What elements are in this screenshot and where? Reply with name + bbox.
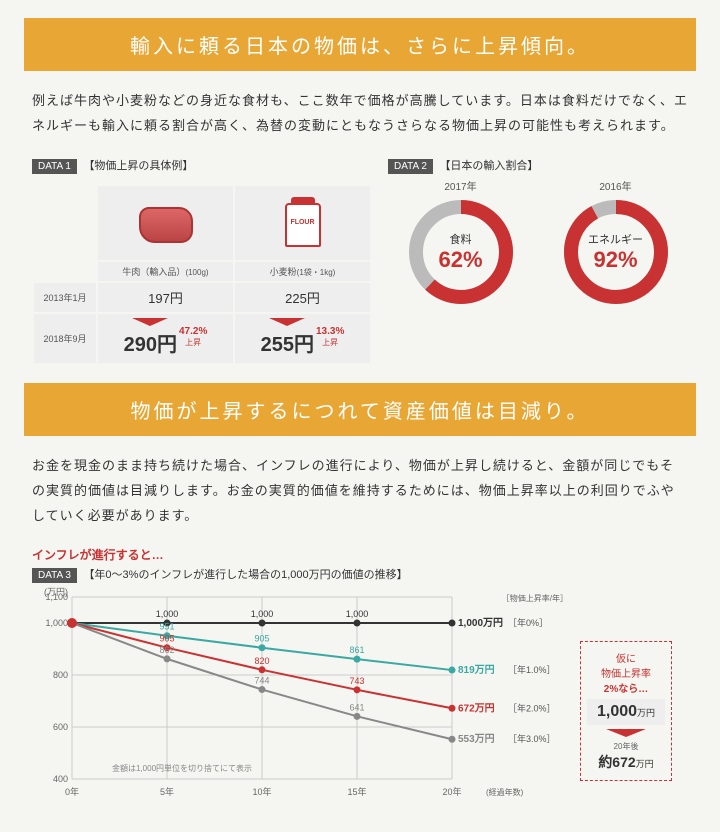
- donut-row: 2017年 食料 62% 2016年 エネルギー 92%: [388, 178, 688, 307]
- beef-icon: [139, 207, 193, 243]
- data3-block: DATA 3 【年0〜3%のインフレが進行した場合の1,000万円の価値の推移】…: [32, 565, 688, 803]
- donut-name: 食料: [450, 231, 472, 247]
- donut-year: 2017年: [406, 178, 516, 193]
- svg-text:(経過年数): (経過年数): [486, 787, 524, 797]
- item1-name: 小麦粉(1袋・1kg): [235, 262, 370, 281]
- svg-text:553万円: 553万円: [458, 734, 495, 746]
- data3-title: 【年0〜3%のインフレが進行した場合の1,000万円の価値の推移】: [83, 569, 407, 581]
- beef-image-cell: [98, 186, 233, 260]
- side-main: 1,000万円: [587, 699, 665, 725]
- donut: 2017年 食料 62%: [406, 178, 516, 307]
- donut-pct: 62%: [438, 247, 482, 273]
- svg-text:600: 600: [53, 722, 68, 732]
- donut-year: 2016年: [561, 178, 671, 193]
- arrow-down-icon: [606, 729, 646, 737]
- banner-1: 輸入に頼る日本の物価は、さらに上昇傾向。: [24, 18, 696, 71]
- svg-text:819万円: 819万円: [458, 664, 495, 676]
- svg-text:1,000: 1,000: [45, 618, 68, 628]
- line-chart: 4006008001,0001,1000年5年10年15年20年(万円)(経過年…: [32, 583, 572, 803]
- svg-text:［年1.0%］: ［年1.0%］: [508, 664, 556, 675]
- data3-label: DATA 3: [32, 568, 77, 583]
- side-sub2: 約672万円: [587, 752, 665, 772]
- svg-text:5年: 5年: [160, 786, 174, 797]
- svg-text:1,000: 1,000: [346, 609, 369, 619]
- svg-text:1,000万円: 1,000万円: [458, 617, 503, 629]
- flour-image-cell: FLOUR: [235, 186, 370, 260]
- donut-name: エネルギー: [588, 231, 643, 247]
- svg-text:400: 400: [53, 774, 68, 784]
- svg-text:15年: 15年: [347, 786, 366, 797]
- body-text-2: お金を現金のまま持ち続けた場合、インフレの進行により、物価が上昇し続けると、金額…: [32, 454, 688, 528]
- svg-text:800: 800: [53, 670, 68, 680]
- date-old: 2013年1月: [34, 283, 96, 312]
- arrow-down-icon: [269, 318, 305, 326]
- date-new: 2018年9月: [34, 314, 96, 363]
- svg-text:20年: 20年: [442, 786, 461, 797]
- svg-text:905: 905: [254, 634, 269, 644]
- svg-text:［年3.0%］: ［年3.0%］: [508, 734, 556, 745]
- side-sub1: 20年後: [587, 741, 665, 752]
- svg-text:641: 641: [349, 703, 364, 713]
- data2-block: DATA 2 【日本の輸入割合】 2017年 食料 62% 2016年 エネルギ…: [388, 156, 688, 365]
- svg-text:743: 743: [349, 676, 364, 686]
- svg-text:1,000: 1,000: [251, 609, 274, 619]
- item1-new: 255円 13.3%上昇: [235, 314, 370, 363]
- body-text-1: 例えば牛肉や小麦粉などの身近な食材も、ここ数年で価格が高騰しています。日本は食料…: [32, 89, 688, 138]
- donut-pct: 92%: [593, 247, 637, 273]
- svg-text:金額は1,000円単位を切り捨てにて表示: 金額は1,000円単位を切り捨てにて表示: [112, 763, 252, 773]
- data2-title: 【日本の輸入割合】: [439, 160, 538, 172]
- data1-block: DATA 1 【物価上昇の具体例】 FLOUR 牛肉（輸入品）(100g) 小麦…: [32, 156, 372, 365]
- svg-text:905: 905: [159, 634, 174, 644]
- banner-2: 物価が上昇するにつれて資産価値は目減り。: [24, 383, 696, 436]
- svg-text:672万円: 672万円: [458, 703, 495, 715]
- item0-name: 牛肉（輸入品）(100g): [98, 262, 233, 281]
- donut: 2016年 エネルギー 92%: [561, 178, 671, 307]
- red-heading: インフレが進行すると…: [32, 546, 688, 563]
- svg-text:744: 744: [254, 676, 269, 686]
- data1-title: 【物価上昇の具体例】: [83, 160, 193, 172]
- side-line3: 2%なら…: [604, 684, 648, 695]
- svg-text:0年: 0年: [65, 786, 79, 797]
- arrow-down-icon: [132, 318, 168, 326]
- item1-old: 225円: [235, 283, 370, 312]
- data1-table: FLOUR 牛肉（輸入品）(100g) 小麦粉(1袋・1kg) 2013年1月 …: [32, 184, 372, 365]
- side-line2: 物価上昇率: [587, 665, 665, 680]
- data-row-1: DATA 1 【物価上昇の具体例】 FLOUR 牛肉（輸入品）(100g) 小麦…: [32, 156, 688, 365]
- svg-text:861: 861: [349, 646, 364, 656]
- item0-new: 290円 47.2%上昇: [98, 314, 233, 363]
- svg-text:862: 862: [159, 645, 174, 655]
- svg-text:［年2.0%］: ［年2.0%］: [508, 703, 556, 714]
- svg-text:10年: 10年: [252, 786, 271, 797]
- side-callout: 仮に 物価上昇率 2%なら… 1,000万円 20年後 約672万円: [580, 641, 672, 781]
- svg-text:［年0%］: ［年0%］: [508, 617, 548, 628]
- side-line1: 仮に: [587, 650, 665, 665]
- data2-label: DATA 2: [388, 159, 433, 174]
- svg-text:820: 820: [254, 656, 269, 666]
- item0-old: 197円: [98, 283, 233, 312]
- svg-text:1,000: 1,000: [156, 609, 179, 619]
- svg-text:［物価上昇率/年］: ［物価上昇率/年］: [502, 593, 568, 603]
- data1-label: DATA 1: [32, 159, 77, 174]
- svg-text:951: 951: [159, 622, 174, 632]
- flour-icon: FLOUR: [285, 203, 321, 247]
- svg-text:(万円): (万円): [44, 587, 68, 597]
